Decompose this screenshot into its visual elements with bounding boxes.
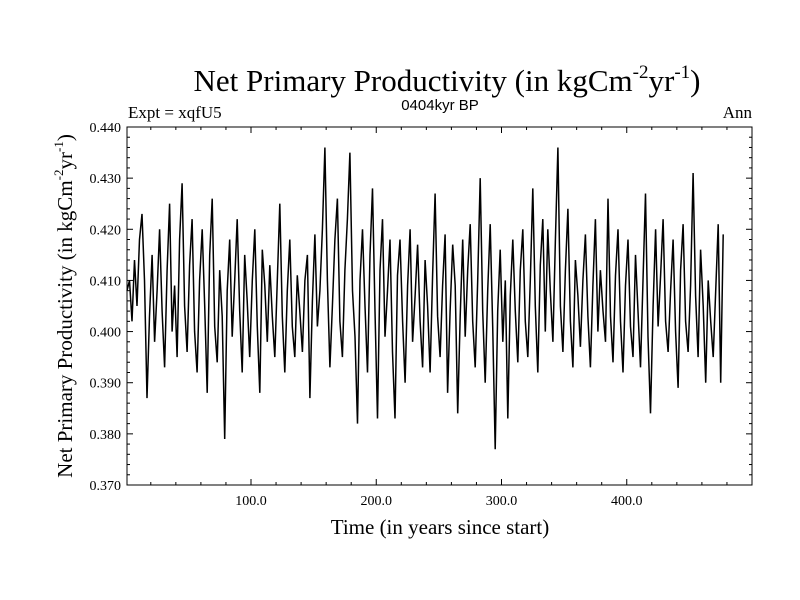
x-axis: 100.0 200.0 300.0 400.0 xyxy=(150,127,728,509)
y-tick-label: 0.420 xyxy=(90,223,122,238)
y-tick-label: 0.440 xyxy=(90,121,122,136)
y-tick-label: 0.410 xyxy=(90,274,122,289)
experiment-label: Expt = xqfU5 xyxy=(128,103,222,122)
x-tick-label: 100.0 xyxy=(235,494,267,509)
npp-series-line xyxy=(126,147,724,450)
chart-subtitle: 0404kyr BP xyxy=(401,97,479,114)
y-axis-label: Net Primary Productivity (in kgCm-2yr-1) xyxy=(51,134,77,478)
y-tick-label: 0.380 xyxy=(90,428,122,443)
y-tick-label: 0.370 xyxy=(90,479,122,494)
x-tick-label: 200.0 xyxy=(360,494,392,509)
season-label: Ann xyxy=(723,103,753,122)
chart-title: Net Primary Productivity (in kgCm-2yr-1) xyxy=(194,62,701,98)
y-tick-label: 0.390 xyxy=(90,377,122,392)
y-axis: 0.370 0.380 0.390 0.400 0.410 0.420 0.430 0.440 xyxy=(90,121,752,494)
x-tick-label: 300.0 xyxy=(486,494,518,509)
y-tick-label: 0.430 xyxy=(90,172,122,187)
plot-frame xyxy=(126,126,753,486)
x-axis-label: Time (in years since start) xyxy=(331,515,550,539)
x-tick-label: 400.0 xyxy=(611,494,643,509)
y-tick-label: 0.400 xyxy=(90,326,122,341)
